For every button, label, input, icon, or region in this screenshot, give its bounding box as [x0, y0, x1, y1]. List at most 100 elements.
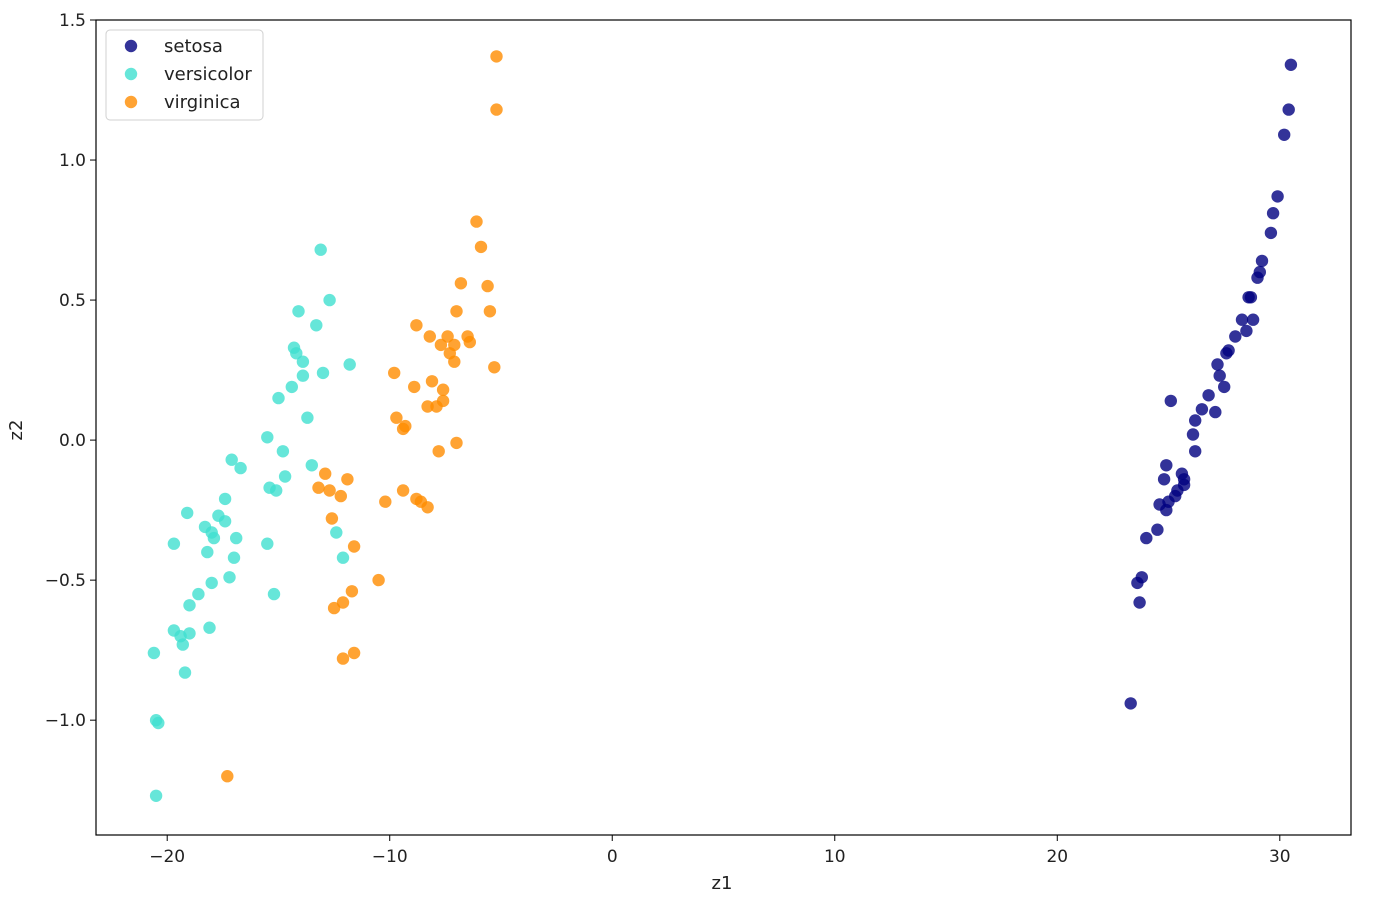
- point-virginica-3: [474, 240, 488, 254]
- point-versicolor-9: [296, 369, 310, 382]
- point-virginica-9: [423, 330, 436, 343]
- point-virginica-18: [388, 366, 401, 380]
- point-setosa-2: [1278, 128, 1291, 141]
- point-versicolor-12: [301, 411, 314, 424]
- legend-label-versicolor: versicolor: [164, 64, 252, 85]
- point-virginica-25: [390, 411, 403, 424]
- point-virginica-29: [432, 445, 445, 458]
- x-tick-label: −20: [149, 847, 185, 867]
- point-versicolor-5: [290, 347, 303, 360]
- point-versicolor-48: [152, 716, 165, 730]
- point-setosa-16: [1220, 347, 1233, 360]
- point-setosa-11: [1246, 313, 1260, 326]
- point-versicolor-14: [276, 445, 290, 458]
- y-tick-label: 0.0: [59, 431, 86, 451]
- point-virginica-20: [408, 380, 421, 394]
- point-virginica-47: [336, 652, 350, 665]
- y-tick-label: 0.5: [59, 291, 86, 311]
- point-virginica-12: [434, 338, 448, 352]
- y-axis-ticks: −1.0 −0.5 0.0 0.5 1.0 1.5: [45, 11, 96, 731]
- point-versicolor-7: [316, 366, 330, 380]
- point-versicolor-6: [296, 355, 310, 368]
- series-virginica: [221, 50, 503, 783]
- x-tick-label: −10: [372, 847, 408, 867]
- point-virginica-17: [488, 361, 501, 374]
- y-tick-label: 1.5: [59, 11, 86, 31]
- point-versicolor-38: [267, 587, 281, 601]
- point-virginica-40: [325, 512, 339, 525]
- series-setosa: [1124, 58, 1298, 710]
- point-versicolor-11: [272, 391, 285, 405]
- point-versicolor-3: [310, 319, 323, 332]
- point-virginica-32: [312, 481, 325, 494]
- point-virginica-38: [379, 495, 392, 508]
- point-setosa-0: [1284, 58, 1298, 71]
- point-virginica-33: [323, 484, 336, 497]
- point-versicolor-16: [278, 470, 292, 483]
- point-versicolor-1: [323, 293, 336, 307]
- point-versicolor-2: [292, 305, 305, 318]
- point-setosa-5: [1264, 226, 1278, 240]
- point-versicolor-33: [330, 526, 343, 539]
- point-virginica-34: [396, 484, 410, 497]
- y-tick-label: 1.0: [59, 151, 86, 171]
- point-versicolor-31: [201, 545, 214, 559]
- point-virginica-30: [319, 467, 332, 480]
- point-setosa-8: [1251, 271, 1264, 284]
- point-virginica-23: [421, 400, 434, 413]
- legend-box: [105, 29, 264, 121]
- point-virginica-2: [470, 215, 483, 228]
- point-versicolor-37: [192, 587, 205, 601]
- plot-frame: [95, 19, 1352, 836]
- point-virginica-46: [347, 646, 361, 660]
- point-setosa-12: [1235, 313, 1249, 326]
- y-axis-label: z2: [6, 420, 27, 441]
- x-tick-label: 0: [607, 847, 618, 867]
- point-versicolor-24: [218, 515, 232, 528]
- point-virginica-19: [425, 375, 439, 388]
- legend-marker-setosa: [124, 39, 138, 53]
- point-setosa-26: [1164, 394, 1178, 408]
- point-versicolor-19: [225, 453, 238, 466]
- point-versicolor-8: [343, 358, 356, 371]
- point-virginica-41: [347, 540, 361, 553]
- point-setosa-21: [1209, 405, 1222, 419]
- point-virginica-42: [372, 573, 385, 587]
- point-setosa-41: [1133, 596, 1146, 609]
- legend-marker-versicolor: [124, 67, 138, 81]
- point-versicolor-18: [270, 484, 283, 497]
- point-versicolor-36: [205, 576, 218, 590]
- point-versicolor-21: [218, 492, 232, 506]
- point-versicolor-13: [261, 431, 274, 444]
- legend: setosa versicolor virginica: [105, 29, 264, 121]
- point-virginica-7: [483, 305, 497, 318]
- point-virginica-39: [421, 501, 434, 514]
- point-setosa-36: [1140, 531, 1153, 545]
- point-versicolor-22: [181, 506, 194, 520]
- point-setosa-4: [1266, 207, 1280, 220]
- point-setosa-38: [1157, 473, 1171, 486]
- point-virginica-35: [334, 489, 347, 503]
- legend-marker-virginica: [124, 95, 138, 109]
- point-virginica-28: [450, 436, 463, 450]
- y-tick-label: −1.0: [45, 711, 86, 731]
- point-setosa-1: [1282, 103, 1295, 116]
- point-setosa-42: [1124, 697, 1137, 710]
- point-versicolor-10: [285, 380, 298, 394]
- y-tick-label: −0.5: [45, 571, 86, 591]
- point-setosa-19: [1218, 380, 1231, 394]
- point-versicolor-35: [223, 571, 236, 584]
- point-setosa-25: [1189, 445, 1202, 458]
- point-virginica-27: [399, 419, 412, 433]
- point-setosa-40: [1131, 576, 1144, 590]
- x-axis-ticks: −20 −10 0 10 20 30: [149, 835, 1291, 867]
- point-versicolor-49: [149, 789, 163, 802]
- series-versicolor: [147, 243, 356, 802]
- point-virginica-14: [463, 335, 476, 349]
- x-tick-label: 20: [1046, 847, 1068, 867]
- point-virginica-16: [448, 355, 461, 368]
- point-versicolor-29: [167, 537, 181, 550]
- point-virginica-45: [327, 601, 341, 615]
